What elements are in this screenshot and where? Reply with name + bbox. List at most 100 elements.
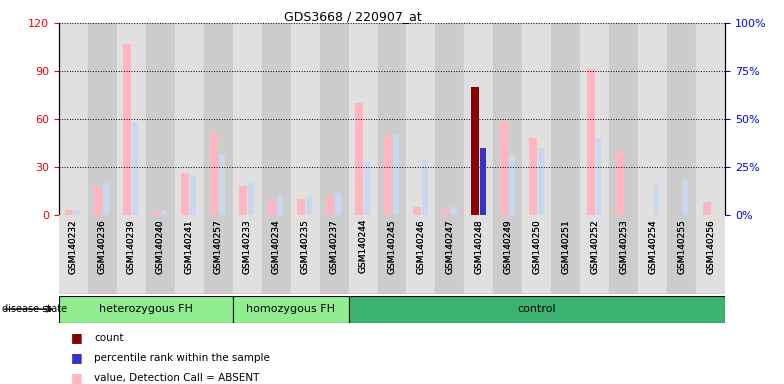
Text: GSM140254: GSM140254 bbox=[648, 219, 657, 274]
Bar bbox=[146, 23, 175, 215]
Bar bbox=[393, 135, 399, 215]
Text: GSM140245: GSM140245 bbox=[387, 219, 397, 274]
Bar bbox=[103, 183, 109, 215]
Bar bbox=[161, 210, 167, 215]
Bar bbox=[320, 215, 349, 294]
Text: control: control bbox=[517, 304, 556, 314]
Bar bbox=[667, 215, 696, 294]
Text: GSM140240: GSM140240 bbox=[156, 219, 165, 274]
Bar bbox=[268, 199, 276, 215]
Bar bbox=[551, 215, 580, 294]
Bar bbox=[59, 23, 88, 215]
Bar bbox=[538, 148, 543, 215]
Text: GSM140247: GSM140247 bbox=[445, 219, 455, 274]
Text: GSM140239: GSM140239 bbox=[127, 219, 136, 274]
Bar bbox=[210, 132, 218, 215]
Bar bbox=[435, 215, 464, 294]
Bar bbox=[413, 207, 421, 215]
Bar bbox=[528, 138, 537, 215]
Text: GSM140250: GSM140250 bbox=[532, 219, 542, 274]
Bar bbox=[74, 210, 80, 215]
Bar bbox=[181, 174, 189, 215]
Text: GSM140252: GSM140252 bbox=[590, 219, 599, 274]
Bar bbox=[509, 154, 514, 215]
Text: GSM140245: GSM140245 bbox=[387, 219, 397, 274]
Text: GSM140239: GSM140239 bbox=[127, 219, 136, 274]
Text: GSM140233: GSM140233 bbox=[242, 219, 252, 274]
Text: ■: ■ bbox=[71, 351, 82, 364]
Bar bbox=[615, 151, 624, 215]
Text: GSM140237: GSM140237 bbox=[329, 219, 339, 274]
Bar bbox=[320, 23, 349, 215]
Bar bbox=[406, 23, 435, 215]
Text: GSM140233: GSM140233 bbox=[242, 219, 252, 274]
Text: GSM140248: GSM140248 bbox=[474, 219, 484, 274]
Bar bbox=[522, 215, 551, 294]
Text: GSM140253: GSM140253 bbox=[619, 219, 628, 274]
Bar bbox=[59, 296, 233, 323]
Bar bbox=[464, 23, 493, 215]
Text: GSM140249: GSM140249 bbox=[503, 219, 513, 274]
Bar bbox=[522, 23, 551, 215]
Text: count: count bbox=[94, 333, 124, 343]
Text: GSM140256: GSM140256 bbox=[706, 219, 715, 274]
Bar bbox=[609, 23, 638, 215]
Bar bbox=[117, 215, 146, 294]
Bar bbox=[117, 23, 146, 215]
Bar bbox=[422, 159, 427, 215]
Text: GSM140250: GSM140250 bbox=[532, 219, 542, 274]
Bar bbox=[378, 23, 406, 215]
Bar bbox=[493, 23, 522, 215]
Text: GSM140236: GSM140236 bbox=[98, 219, 107, 274]
Text: GSM140232: GSM140232 bbox=[69, 219, 78, 274]
Text: GSM140254: GSM140254 bbox=[648, 219, 657, 274]
Bar bbox=[239, 186, 247, 215]
Bar bbox=[442, 210, 450, 215]
Text: GSM140241: GSM140241 bbox=[185, 219, 194, 274]
Text: GSM140241: GSM140241 bbox=[185, 219, 194, 274]
Bar bbox=[586, 70, 595, 215]
Bar bbox=[638, 23, 667, 215]
Bar bbox=[451, 207, 456, 215]
Text: GDS3668 / 220907_at: GDS3668 / 220907_at bbox=[284, 10, 422, 23]
Bar bbox=[248, 183, 254, 215]
Text: GSM140251: GSM140251 bbox=[561, 219, 570, 274]
Text: GSM140240: GSM140240 bbox=[156, 219, 165, 274]
Text: GSM140232: GSM140232 bbox=[69, 219, 78, 274]
Text: GSM140257: GSM140257 bbox=[214, 219, 223, 274]
Text: GSM140247: GSM140247 bbox=[445, 219, 455, 274]
Text: percentile rank within the sample: percentile rank within the sample bbox=[94, 353, 270, 363]
Bar bbox=[480, 148, 485, 215]
Bar bbox=[406, 215, 435, 294]
Bar bbox=[480, 199, 485, 215]
Text: GSM140244: GSM140244 bbox=[358, 219, 368, 273]
Bar bbox=[204, 23, 233, 215]
Bar bbox=[146, 215, 175, 294]
Bar bbox=[609, 215, 638, 294]
Text: value, Detection Call = ABSENT: value, Detection Call = ABSENT bbox=[94, 373, 260, 383]
Bar bbox=[123, 44, 131, 215]
Bar bbox=[349, 23, 378, 215]
Bar bbox=[233, 296, 349, 323]
Bar bbox=[378, 215, 406, 294]
Bar bbox=[499, 122, 508, 215]
Bar bbox=[349, 215, 378, 294]
Bar bbox=[175, 215, 204, 294]
Bar bbox=[233, 215, 262, 294]
Text: GSM140246: GSM140246 bbox=[416, 219, 426, 274]
Bar bbox=[297, 199, 305, 215]
Bar bbox=[580, 23, 609, 215]
Text: GSM140248: GSM140248 bbox=[474, 219, 484, 274]
Bar bbox=[683, 180, 688, 215]
Bar bbox=[667, 23, 696, 215]
Bar bbox=[233, 23, 262, 215]
Bar bbox=[493, 215, 522, 294]
Bar bbox=[696, 23, 725, 215]
Bar bbox=[384, 135, 392, 215]
Bar bbox=[464, 215, 493, 294]
Text: ■: ■ bbox=[71, 371, 82, 384]
Text: GSM140255: GSM140255 bbox=[677, 219, 686, 274]
Bar bbox=[596, 138, 601, 215]
Bar bbox=[59, 215, 88, 294]
Bar bbox=[638, 215, 667, 294]
